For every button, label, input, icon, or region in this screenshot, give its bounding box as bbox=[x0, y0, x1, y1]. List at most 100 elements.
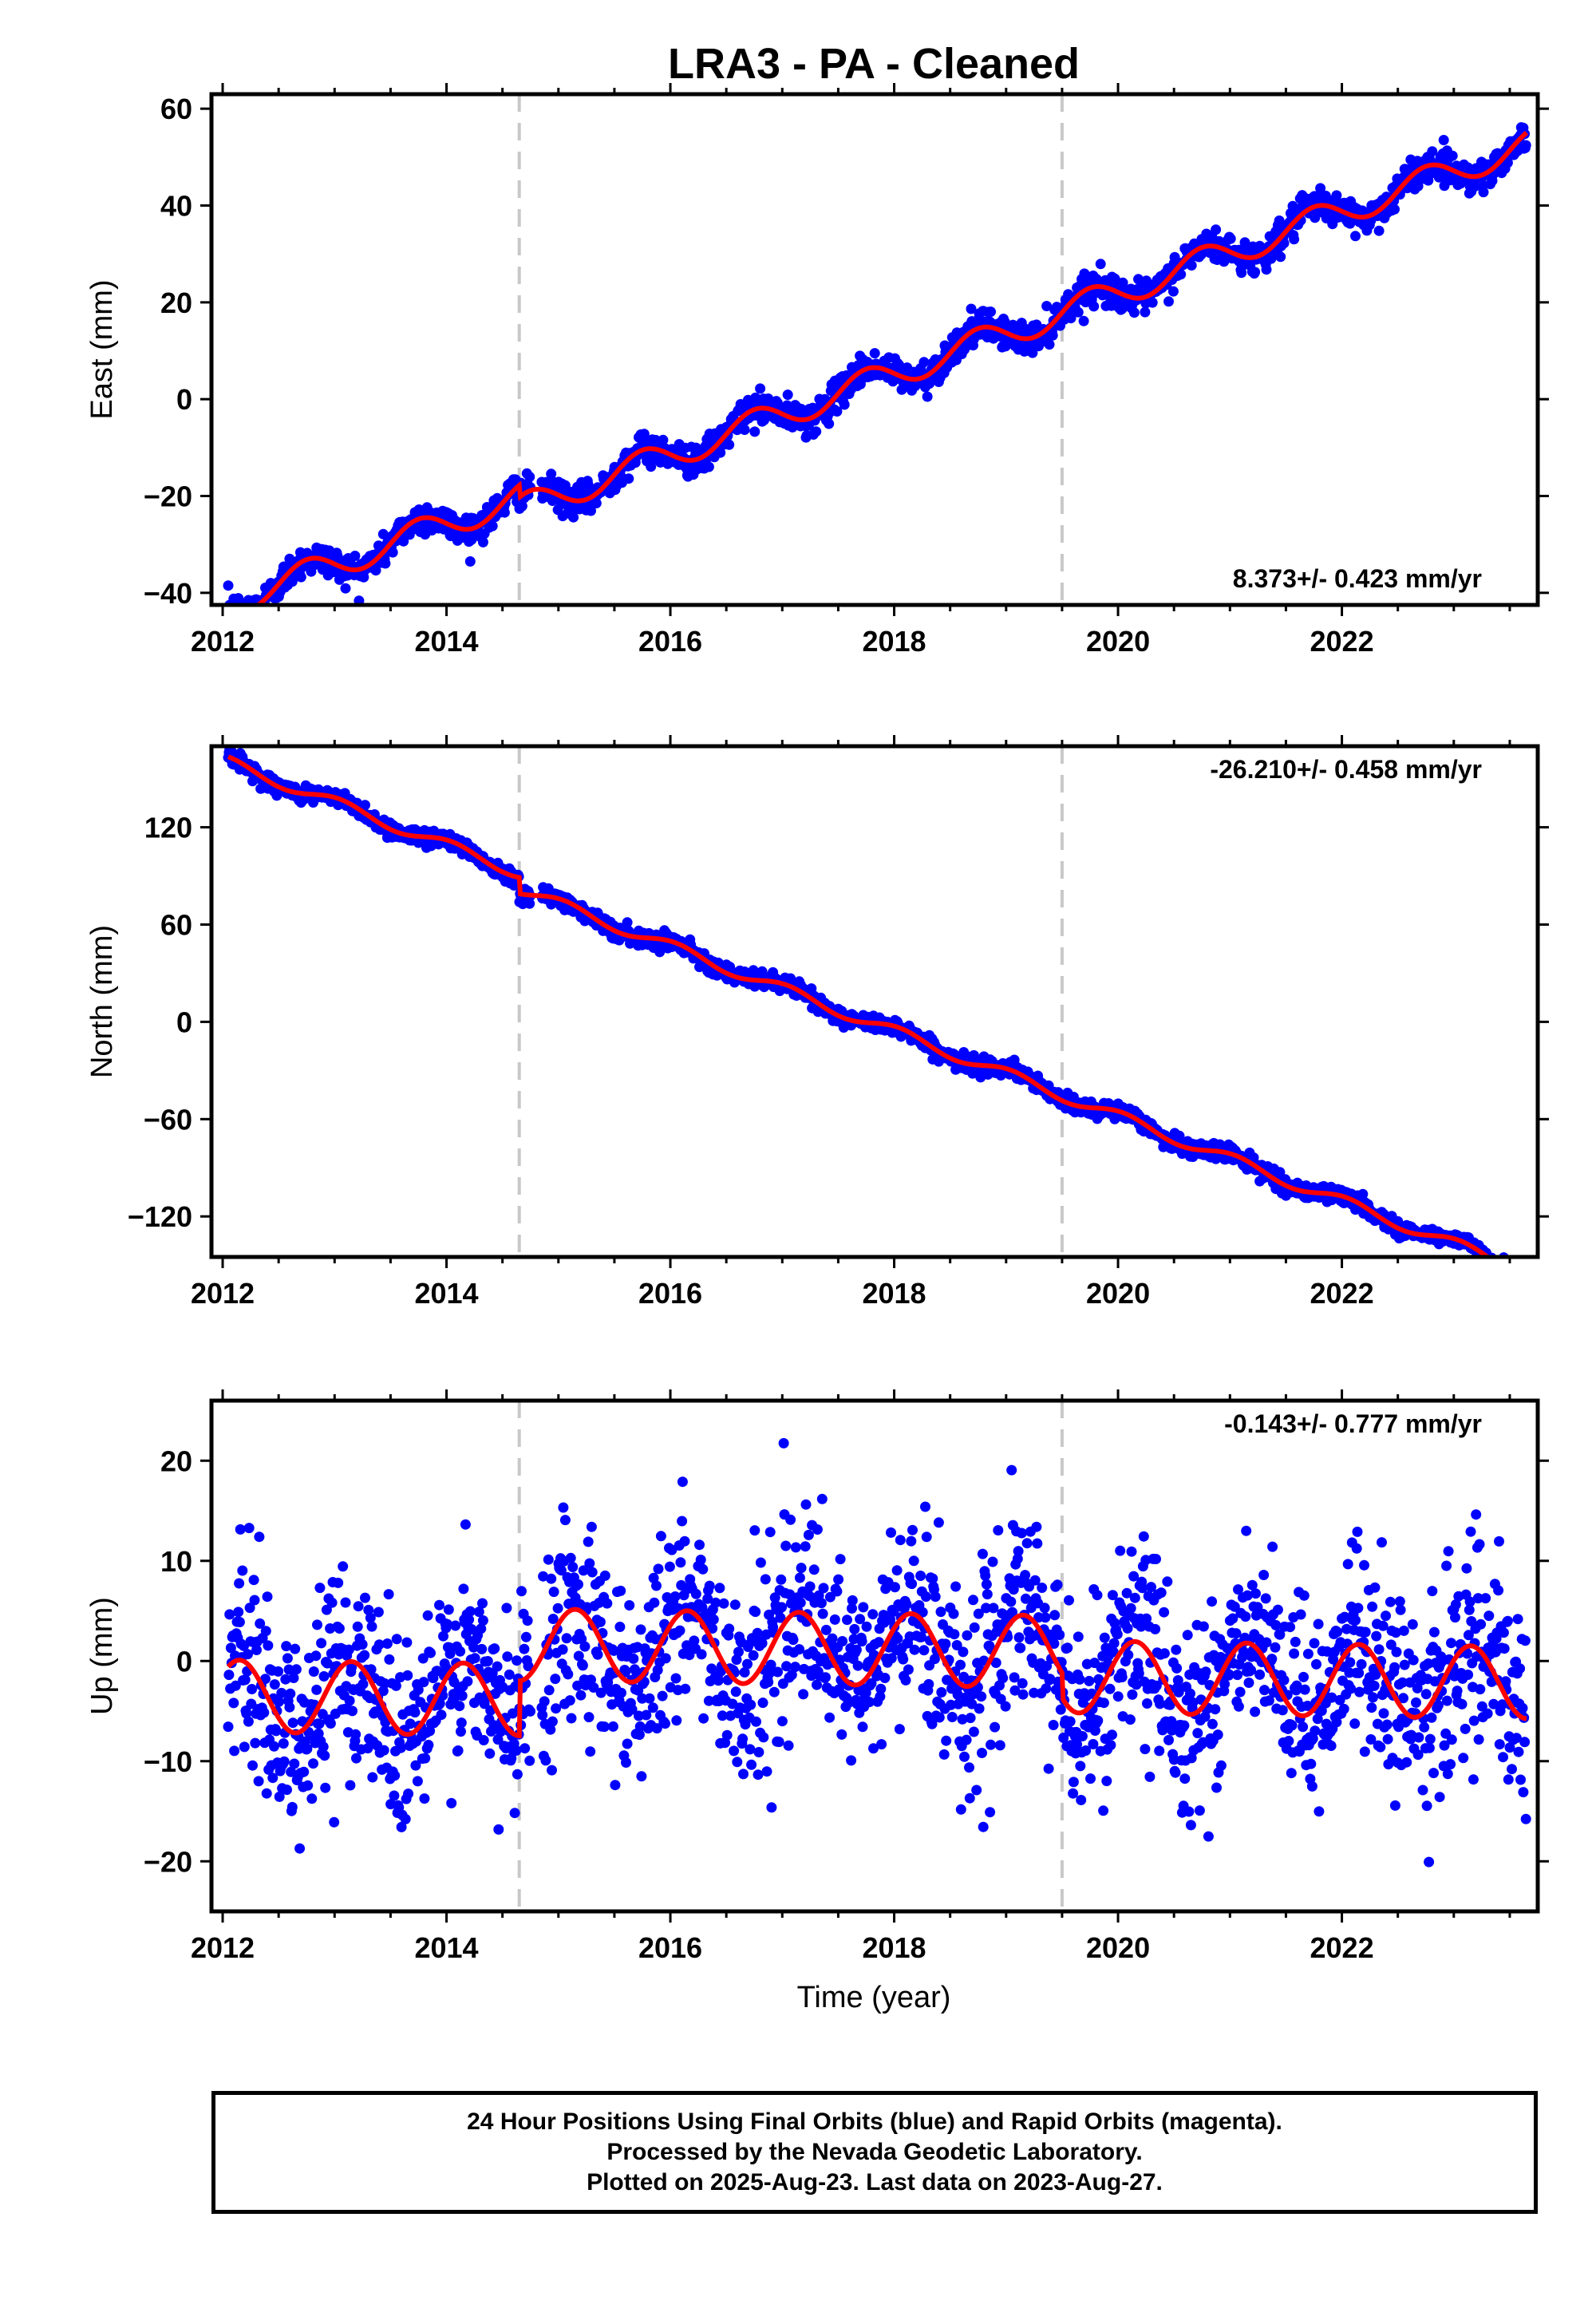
data-point bbox=[607, 1721, 618, 1732]
data-point bbox=[1505, 1263, 1515, 1273]
data-point bbox=[405, 1718, 416, 1729]
x-tick-label: 2012 bbox=[191, 625, 255, 658]
data-point bbox=[468, 1642, 479, 1653]
data-point bbox=[721, 1729, 733, 1741]
data-point bbox=[1478, 187, 1489, 198]
data-point bbox=[1078, 315, 1089, 326]
data-point bbox=[343, 1644, 354, 1655]
data-point bbox=[776, 1602, 788, 1613]
data-point bbox=[794, 1572, 805, 1583]
data-point bbox=[525, 1705, 535, 1717]
data-point bbox=[464, 556, 476, 567]
data-point bbox=[239, 1674, 251, 1686]
data-point bbox=[537, 1709, 548, 1721]
data-point bbox=[234, 1578, 245, 1589]
data-point bbox=[236, 611, 247, 621]
data-point bbox=[244, 1603, 255, 1614]
data-point bbox=[223, 608, 234, 619]
data-point bbox=[1438, 135, 1449, 145]
data-point bbox=[254, 613, 264, 623]
data-point bbox=[458, 1583, 469, 1595]
data-point bbox=[381, 1638, 393, 1649]
data-point bbox=[776, 1574, 787, 1585]
data-point bbox=[808, 1564, 820, 1575]
data-point bbox=[520, 1631, 531, 1642]
data-point bbox=[1509, 1271, 1519, 1282]
data-point bbox=[340, 1597, 351, 1608]
data-point bbox=[702, 1593, 713, 1604]
data-point bbox=[785, 1514, 796, 1525]
data-point bbox=[758, 1732, 769, 1743]
data-point bbox=[230, 1680, 241, 1691]
data-point bbox=[489, 1643, 500, 1654]
data-point bbox=[373, 1639, 385, 1650]
data-point bbox=[614, 1622, 626, 1632]
data-point bbox=[524, 1755, 535, 1766]
data-point bbox=[398, 536, 409, 547]
data-point bbox=[804, 1581, 816, 1592]
data-point bbox=[922, 391, 933, 402]
data-point bbox=[290, 1643, 301, 1654]
data-point bbox=[1496, 1258, 1507, 1268]
data-point bbox=[280, 1674, 291, 1685]
y-tick-label: 0 bbox=[176, 1006, 192, 1038]
data-point bbox=[1493, 1264, 1503, 1275]
data-point bbox=[820, 1672, 831, 1683]
data-point bbox=[708, 1614, 719, 1625]
x-tick-label: 2016 bbox=[638, 1277, 702, 1310]
data-point bbox=[616, 1687, 626, 1698]
data-point bbox=[636, 1771, 647, 1782]
data-point bbox=[753, 1747, 764, 1757]
data-point bbox=[464, 1614, 475, 1625]
data-point bbox=[282, 1653, 293, 1664]
data-point bbox=[346, 1662, 358, 1673]
data-point bbox=[1278, 238, 1290, 249]
data-point bbox=[583, 1712, 595, 1723]
data-point bbox=[318, 1671, 330, 1682]
data-point bbox=[1027, 347, 1038, 358]
data-point bbox=[247, 1684, 258, 1694]
data-point bbox=[282, 1784, 292, 1796]
data-point bbox=[228, 610, 239, 620]
data-point bbox=[837, 1636, 848, 1646]
data-point bbox=[868, 1743, 879, 1754]
data-point bbox=[326, 1597, 338, 1608]
data-point bbox=[306, 1793, 318, 1804]
data-point bbox=[509, 1808, 520, 1819]
data-point bbox=[245, 608, 255, 619]
data-point bbox=[231, 615, 241, 625]
data-point bbox=[235, 1524, 246, 1535]
data-point bbox=[1513, 1265, 1523, 1275]
data-point bbox=[861, 1621, 872, 1632]
data-point bbox=[900, 1674, 911, 1686]
y-tick-label: 0 bbox=[176, 383, 192, 416]
data-point bbox=[746, 1759, 757, 1770]
data-point bbox=[434, 1698, 445, 1709]
data-point bbox=[422, 1610, 433, 1621]
data-point bbox=[273, 1666, 284, 1677]
data-point bbox=[456, 1726, 466, 1737]
data-point bbox=[591, 498, 602, 508]
data-point bbox=[714, 1583, 725, 1594]
data-point bbox=[592, 1649, 603, 1660]
data-point bbox=[373, 1607, 384, 1618]
data-point bbox=[228, 1697, 239, 1709]
data-point bbox=[223, 1721, 234, 1733]
data-point bbox=[738, 1769, 749, 1780]
x-tick-label: 2022 bbox=[1310, 625, 1374, 658]
chart-title: LRA3 - PA - Cleaned bbox=[668, 40, 1080, 88]
data-point bbox=[835, 1554, 846, 1565]
data-point bbox=[290, 1664, 302, 1675]
data-point bbox=[1519, 1273, 1530, 1283]
data-point bbox=[622, 917, 633, 928]
data-point bbox=[516, 1586, 527, 1597]
data-point bbox=[641, 1709, 652, 1721]
data-point bbox=[223, 1670, 235, 1681]
data-point bbox=[460, 1519, 471, 1530]
data-point bbox=[602, 1598, 613, 1609]
data-point bbox=[418, 1677, 429, 1688]
data-point bbox=[1289, 234, 1300, 245]
data-point bbox=[876, 1739, 887, 1750]
data-point bbox=[260, 1626, 271, 1637]
data-point bbox=[286, 1801, 298, 1812]
